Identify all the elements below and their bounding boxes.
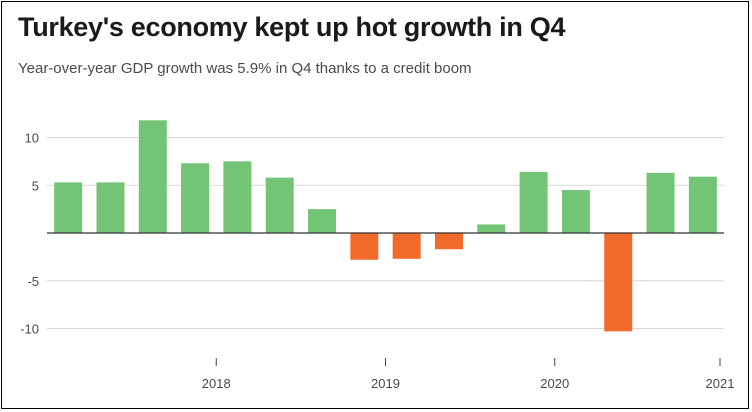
x-tick-label: 2018 xyxy=(202,376,231,391)
bar-2017-q2 xyxy=(96,182,125,233)
chart-title: Turkey's economy kept up hot growth in Q… xyxy=(18,12,566,42)
bar-2020-q2 xyxy=(604,233,633,332)
bar-2017-q1 xyxy=(54,182,83,233)
bar-2019-q2 xyxy=(434,233,463,250)
bar-2018-q2 xyxy=(265,177,294,233)
y-tick-label: 5 xyxy=(32,178,39,193)
bar-2019-q3 xyxy=(477,224,506,233)
bar-2020-q1 xyxy=(561,190,590,233)
x-tick-label: 2019 xyxy=(371,376,400,391)
bar-2019-q4 xyxy=(519,171,548,233)
bar-2017-q4 xyxy=(181,163,210,233)
chart-subtitle: Year-over-year GDP growth was 5.9% in Q4… xyxy=(18,60,472,77)
x-tick-label: 2021 xyxy=(706,376,735,391)
bar-2020-q4 xyxy=(688,176,717,233)
bar-2017-q3 xyxy=(138,120,167,233)
y-tick-label: -10 xyxy=(20,322,39,337)
bar-2018-q4 xyxy=(350,233,379,260)
y-tick-label: 10 xyxy=(25,131,39,146)
bar-2018-q3 xyxy=(308,209,337,233)
bar-2020-q3 xyxy=(646,172,675,233)
y-tick-label: -5 xyxy=(27,274,39,289)
bar-2019-q1 xyxy=(392,233,421,259)
x-tick-label: 2020 xyxy=(540,376,569,391)
bar-2018-q1 xyxy=(223,161,252,233)
